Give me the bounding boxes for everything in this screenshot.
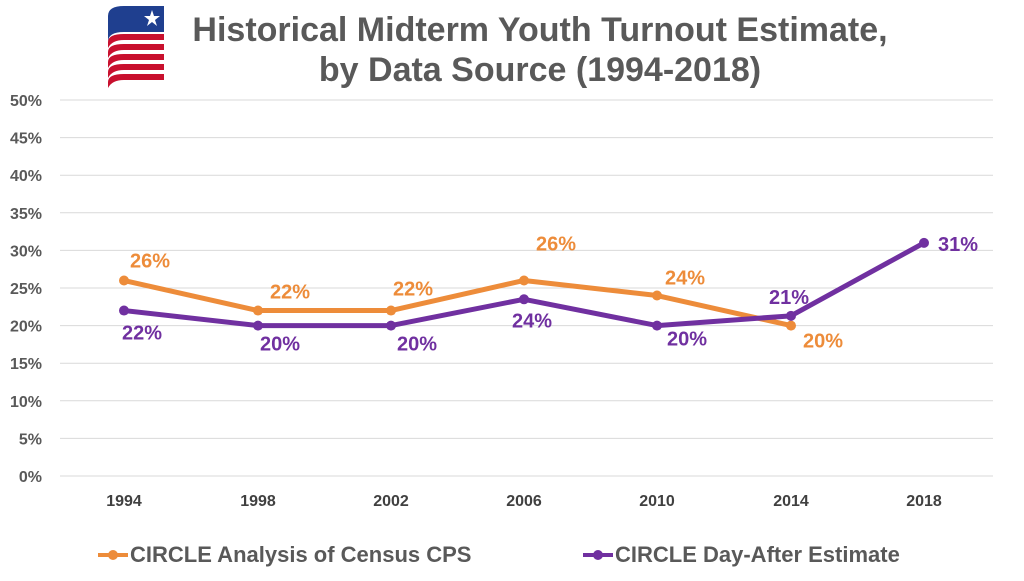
y-tick-label: 5% bbox=[19, 431, 42, 448]
y-tick-label: 35% bbox=[10, 206, 42, 223]
x-tick-label: 2014 bbox=[773, 493, 809, 510]
data-label: 21% bbox=[769, 287, 809, 309]
gridlines bbox=[60, 99, 993, 477]
data-label: 22% bbox=[270, 282, 310, 304]
legend-swatch-orange bbox=[98, 548, 128, 562]
x-tick-label: 1994 bbox=[106, 493, 142, 510]
series-lines bbox=[119, 237, 929, 331]
x-tick-label: 2018 bbox=[906, 493, 942, 510]
data-point bbox=[253, 305, 263, 316]
x-axis-tick-labels: 1994 1998 2002 2006 2010 2014 2018 bbox=[106, 493, 942, 510]
y-tick-label: 10% bbox=[10, 394, 42, 411]
data-point bbox=[652, 290, 662, 301]
data-label: 24% bbox=[512, 310, 552, 332]
data-label: 24% bbox=[665, 268, 705, 290]
chart-title-line-2: by Data Source (1994-2018) bbox=[318, 51, 762, 89]
x-tick-label: 1998 bbox=[240, 493, 276, 510]
legend-swatch-purple bbox=[583, 548, 613, 562]
y-axis-tick-labels: 0% 5% 10% 15% 20% 25% 30% 35% 40% 45% 50% bbox=[10, 93, 42, 486]
y-tick-label: 25% bbox=[10, 281, 42, 298]
data-point bbox=[386, 320, 396, 331]
y-tick-label: 50% bbox=[10, 93, 42, 110]
y-tick-label: 40% bbox=[10, 168, 42, 185]
x-tick-label: 2002 bbox=[373, 493, 409, 510]
y-tick-label: 20% bbox=[10, 319, 42, 336]
data-label: 20% bbox=[260, 334, 300, 356]
data-point bbox=[919, 237, 929, 248]
data-label: 31% bbox=[938, 234, 978, 256]
data-label: 20% bbox=[803, 331, 843, 353]
data-label: 22% bbox=[122, 323, 162, 345]
logo-flag-icon bbox=[108, 6, 164, 88]
y-tick-label: 30% bbox=[10, 243, 42, 260]
legend-label-day-after: CIRCLE Day-After Estimate bbox=[615, 542, 900, 567]
data-label: 20% bbox=[667, 329, 707, 351]
chart-legend: CIRCLE Analysis of Census CPS CIRCLE Day… bbox=[0, 538, 1024, 572]
x-tick-label: 2006 bbox=[506, 493, 542, 510]
data-labels: 26% 22% 22% 26% 24% 20% 22% 20% 20% 24% 20% 21% 31% bbox=[122, 233, 978, 355]
chart-title: Historical Midterm Youth Turnout Estimat… bbox=[170, 10, 910, 90]
data-point bbox=[253, 320, 263, 331]
y-tick-label: 0% bbox=[19, 469, 42, 486]
legend-item-census-cps: CIRCLE Analysis of Census CPS bbox=[98, 538, 471, 572]
data-point bbox=[119, 305, 129, 316]
data-point bbox=[519, 275, 529, 286]
data-point bbox=[786, 320, 796, 331]
data-point bbox=[786, 310, 796, 321]
data-label: 20% bbox=[397, 334, 437, 356]
data-label: 26% bbox=[130, 250, 170, 272]
y-tick-label: 15% bbox=[10, 356, 42, 373]
data-point bbox=[652, 320, 662, 331]
data-label: 22% bbox=[393, 279, 433, 301]
data-label: 26% bbox=[536, 233, 576, 255]
y-tick-label: 45% bbox=[10, 131, 42, 148]
data-point bbox=[519, 294, 529, 305]
data-point bbox=[119, 275, 129, 286]
series-line bbox=[121, 277, 794, 329]
legend-item-day-after: CIRCLE Day-After Estimate bbox=[583, 538, 900, 572]
x-tick-label: 2010 bbox=[639, 493, 675, 510]
chart-title-line-1: Historical Midterm Youth Turnout Estimat… bbox=[192, 11, 888, 49]
data-point bbox=[386, 305, 396, 316]
legend-label-census-cps: CIRCLE Analysis of Census CPS bbox=[130, 542, 472, 567]
